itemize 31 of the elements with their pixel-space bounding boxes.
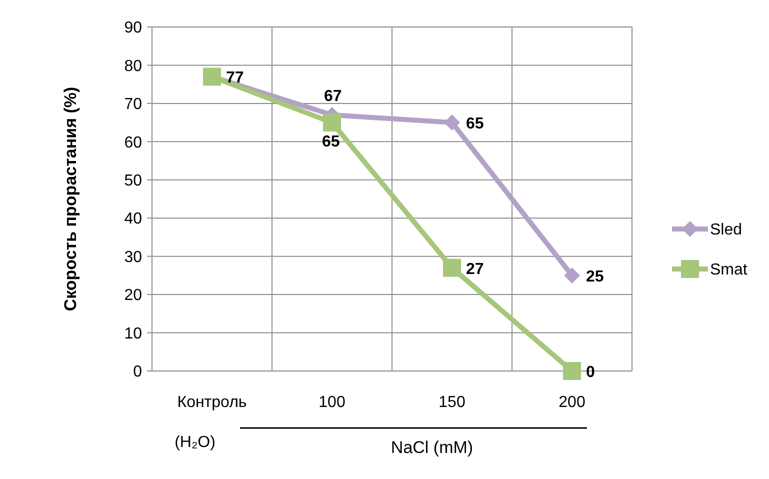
point xyxy=(443,258,461,277)
data-label: 65 xyxy=(322,134,340,151)
y-tick-label: 40 xyxy=(124,210,142,228)
data-label: 77 xyxy=(226,70,244,87)
data-label: 25 xyxy=(586,268,604,286)
x-tick-label: 200 xyxy=(558,394,586,411)
y-tick-label: 30 xyxy=(124,248,142,266)
x-tick-label: 100 xyxy=(318,394,346,411)
point xyxy=(563,362,581,380)
y-tick-label: 60 xyxy=(124,134,142,152)
y-tick-label: 10 xyxy=(124,325,142,342)
y-tick-label: 50 xyxy=(124,172,142,190)
legend-label: Smat xyxy=(710,262,748,279)
point xyxy=(564,267,580,284)
data-label: 65 xyxy=(466,116,484,133)
data-label: 67 xyxy=(324,88,342,105)
x-tick-label: 150 xyxy=(438,394,466,411)
x-axis-title: NaCl (mM) xyxy=(390,438,474,457)
text: (H₂O) xyxy=(174,434,216,451)
point xyxy=(444,114,460,131)
y-tick-label: 70 xyxy=(124,96,142,114)
y-tick-label: 80 xyxy=(124,58,142,75)
data-label: 0 xyxy=(586,364,595,381)
y-tick-label: 0 xyxy=(133,364,142,381)
point xyxy=(323,114,341,132)
y-axis-title: Скорость прорастания (%) xyxy=(61,86,80,312)
y-tick-label: 20 xyxy=(124,287,142,304)
y-tick-label: 90 xyxy=(124,20,142,37)
legend-label: Sled xyxy=(710,222,742,239)
data-label: 27 xyxy=(466,260,484,278)
x-tick-label: Контроль xyxy=(177,394,247,411)
